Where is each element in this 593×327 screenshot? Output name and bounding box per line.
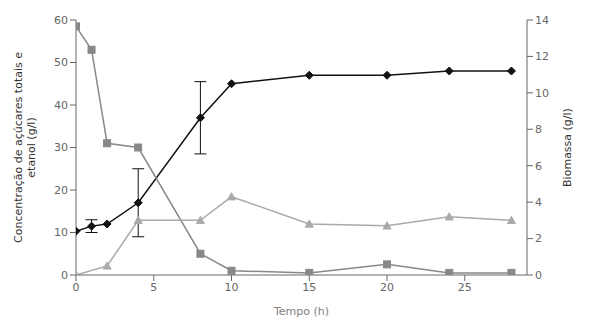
svg-text:30: 30 (54, 141, 68, 154)
svg-text:Biomassa (g/l): Biomassa (g/l) (561, 108, 574, 187)
svg-text:Tempo (h): Tempo (h) (273, 305, 329, 318)
svg-text:Concentração de açúcares totai: Concentração de açúcares totais eetanol … (11, 52, 37, 243)
svg-text:50: 50 (54, 56, 68, 69)
svg-text:6: 6 (535, 160, 542, 173)
svg-text:10: 10 (54, 226, 68, 239)
svg-text:2: 2 (535, 232, 542, 245)
svg-text:20: 20 (380, 281, 394, 294)
svg-text:0: 0 (535, 269, 542, 282)
svg-text:14: 14 (535, 14, 549, 27)
svg-text:15: 15 (302, 281, 316, 294)
svg-text:4: 4 (535, 196, 542, 209)
svg-text:0: 0 (61, 269, 68, 282)
svg-text:40: 40 (54, 99, 68, 112)
svg-text:60: 60 (54, 14, 68, 27)
svg-text:8: 8 (535, 123, 542, 136)
svg-text:5: 5 (150, 281, 157, 294)
svg-text:10: 10 (225, 281, 239, 294)
svg-text:12: 12 (535, 50, 549, 63)
svg-text:25: 25 (458, 281, 472, 294)
svg-text:0: 0 (73, 281, 80, 294)
svg-text:10: 10 (535, 87, 549, 100)
svg-text:20: 20 (54, 184, 68, 197)
